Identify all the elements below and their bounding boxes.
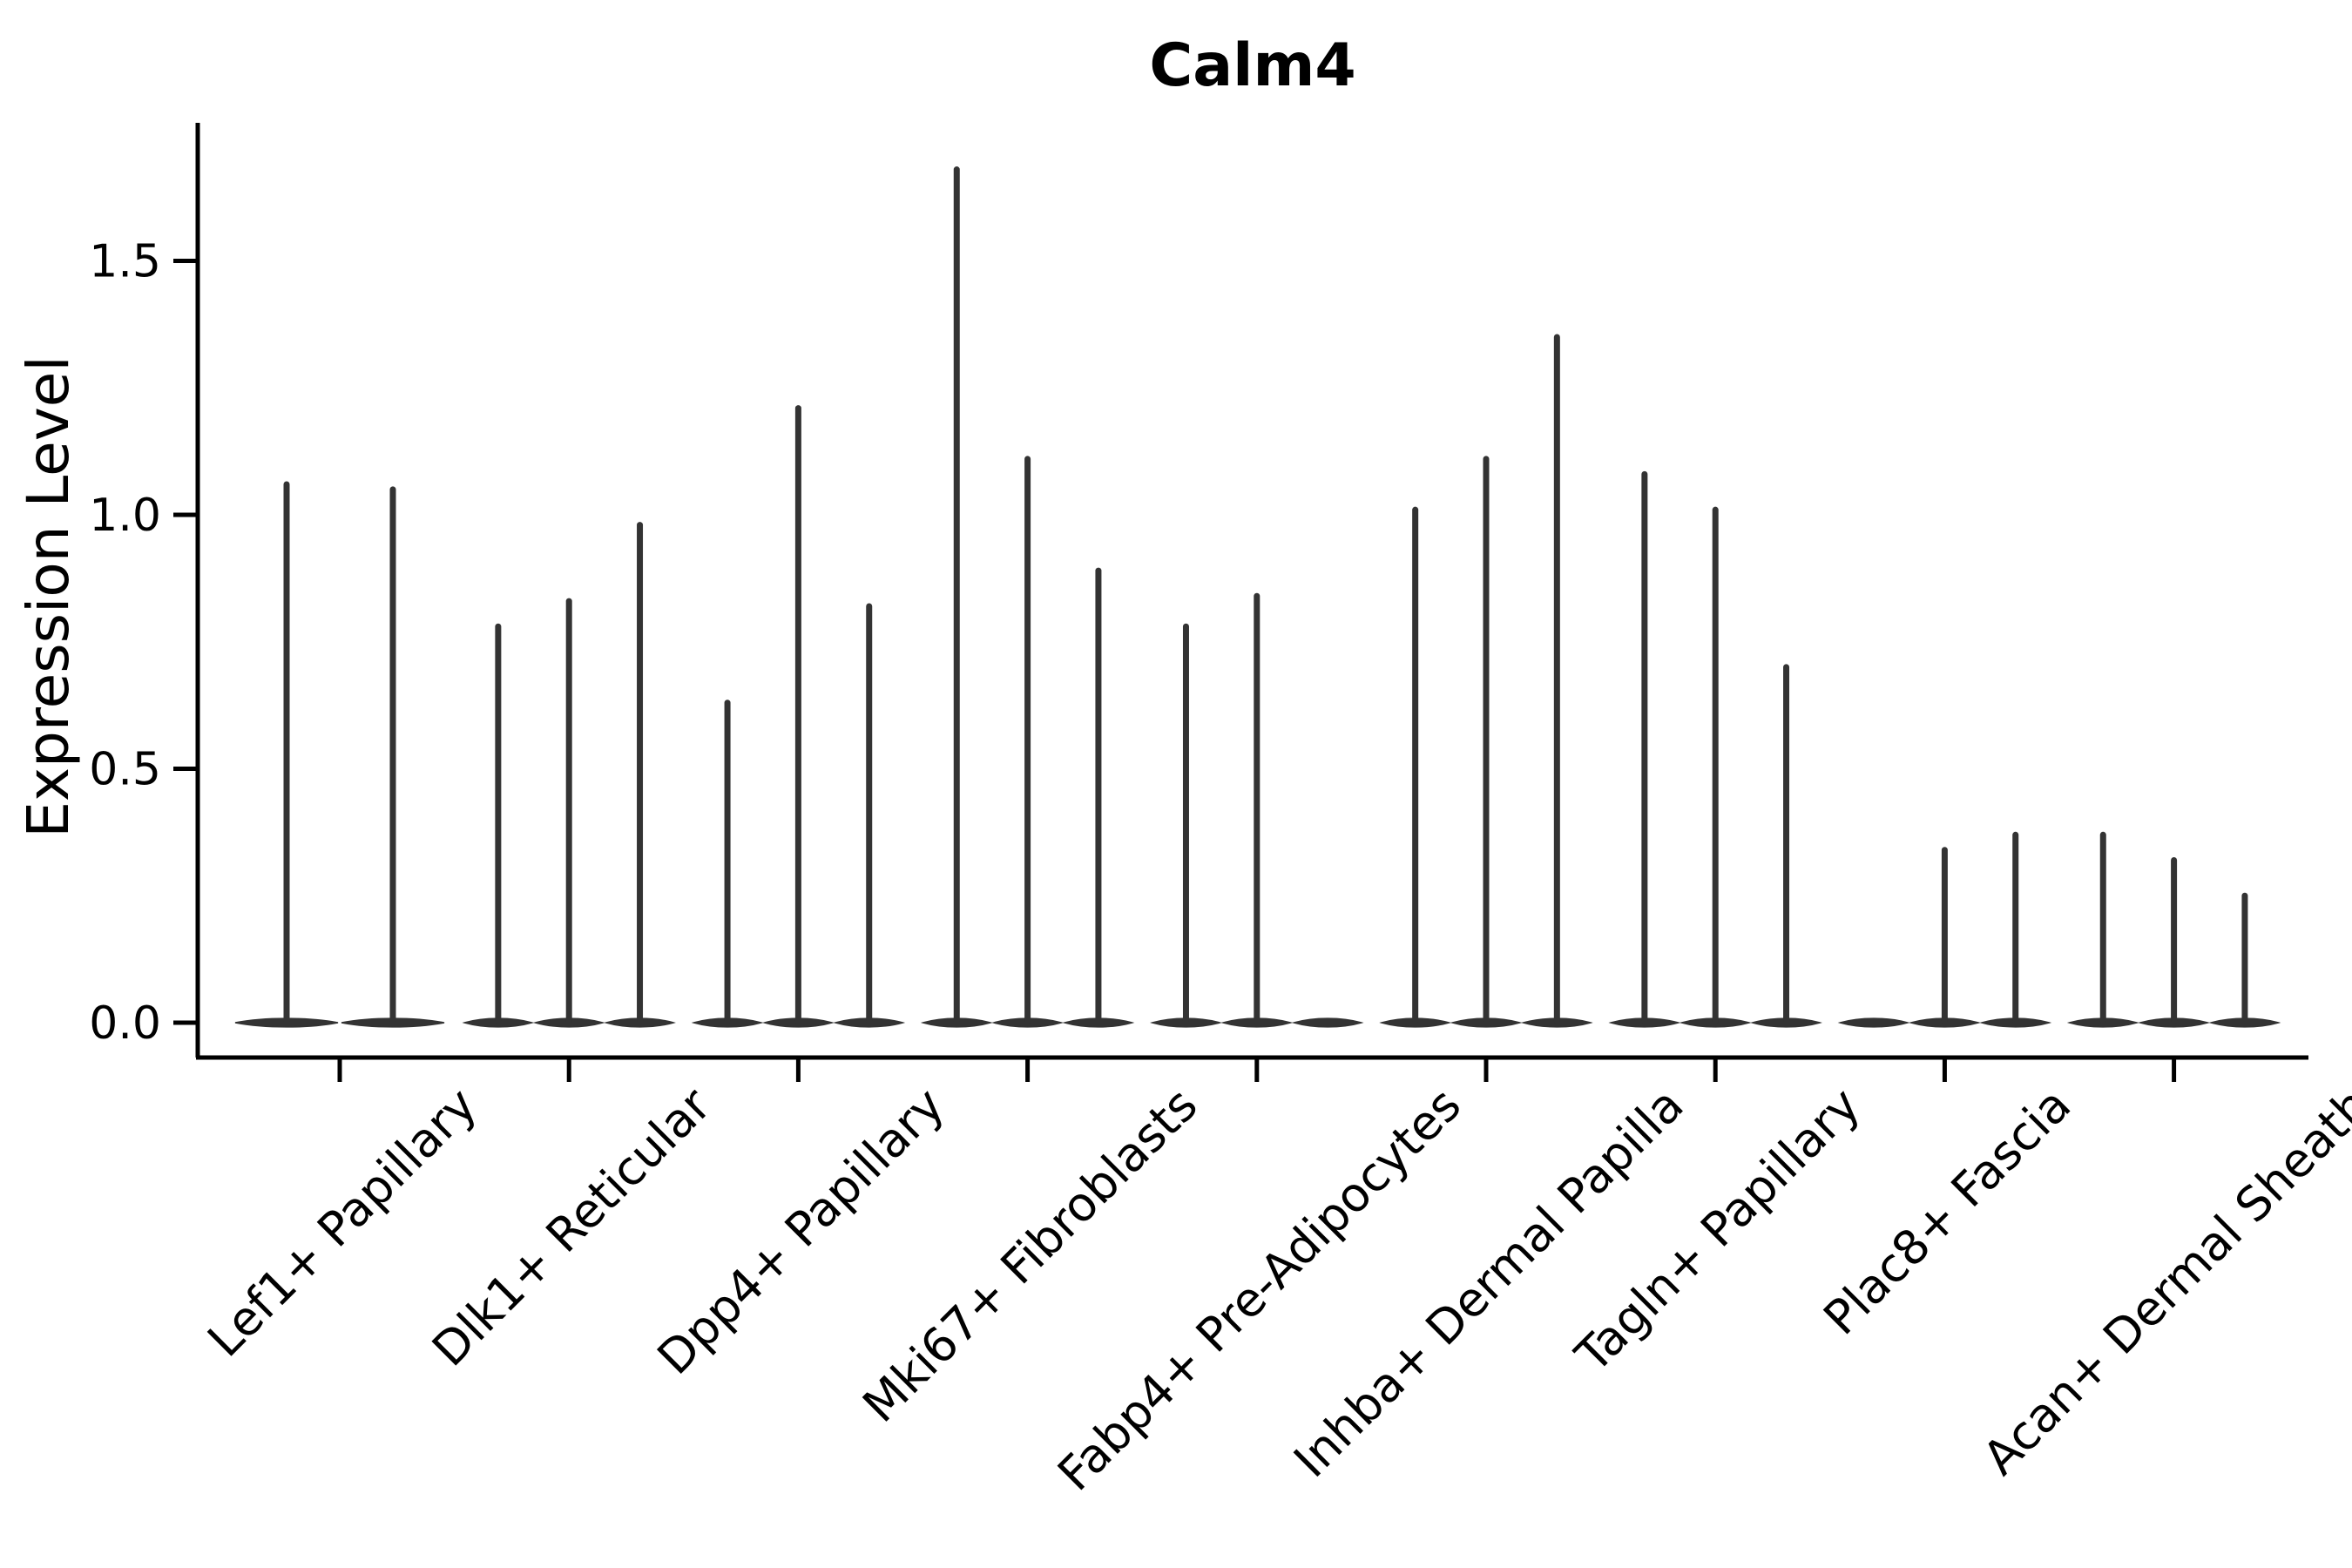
y-axis-ticks: 0.0 0.5 1.0 1.5 — [89, 236, 198, 1050]
violin-base — [1837, 1017, 1910, 1028]
violins — [234, 166, 2281, 1028]
violin — [1908, 847, 1981, 1028]
violin — [991, 456, 1064, 1028]
y-axis-title: Expression Level — [15, 355, 82, 837]
violin — [2138, 856, 2211, 1028]
violin — [2066, 831, 2139, 1028]
violin — [341, 486, 445, 1028]
violin — [532, 598, 605, 1028]
violin — [761, 405, 835, 1028]
violin — [1062, 567, 1135, 1028]
violin — [1291, 1017, 1364, 1028]
violin — [833, 603, 906, 1028]
violin — [1837, 1017, 1910, 1028]
y-tick-label: 1.0 — [89, 490, 161, 542]
x-axis-ticks — [337, 1058, 2177, 1082]
violin — [1608, 470, 1681, 1028]
y-tick-label: 1.5 — [89, 236, 161, 288]
y-tick-label: 0.0 — [89, 997, 161, 1050]
violin — [1220, 592, 1294, 1028]
y-tick-label: 0.5 — [89, 744, 161, 796]
violin — [462, 623, 535, 1028]
violin — [691, 700, 764, 1028]
violin — [1979, 831, 2052, 1028]
violin — [1450, 456, 1523, 1028]
violin — [1379, 506, 1452, 1028]
violin — [2208, 892, 2281, 1028]
violin — [1679, 506, 1752, 1028]
violin — [920, 166, 993, 1028]
violin — [1520, 334, 1593, 1028]
violin-base — [1291, 1017, 1364, 1028]
violin — [604, 522, 676, 1028]
violin — [234, 481, 339, 1028]
chart-title: Calm4 — [1149, 31, 1355, 100]
violin — [1750, 664, 1822, 1028]
violin — [1150, 623, 1222, 1028]
